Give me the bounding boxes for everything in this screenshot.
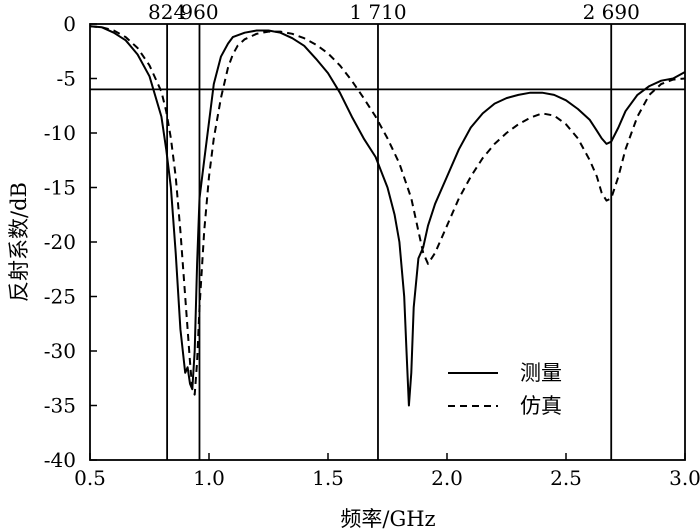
x-tick-label: 3.0 bbox=[669, 466, 700, 490]
y-axis-title: 反射系数/dB bbox=[7, 182, 31, 302]
x-tick-label: 2.0 bbox=[431, 466, 463, 490]
simulated-series-line bbox=[90, 25, 685, 396]
y-tick-label: -30 bbox=[44, 339, 76, 363]
y-axis: 0 -5 -10 -15 -20 -25 -30 -35 -40 bbox=[44, 12, 97, 472]
y-tick-label: -5 bbox=[57, 67, 76, 91]
legend-label-measured: 测量 bbox=[520, 361, 562, 385]
x-tick-label: 0.5 bbox=[74, 466, 106, 490]
band-edge-label: 1 710 bbox=[349, 0, 406, 24]
y-tick-label: -25 bbox=[44, 285, 76, 309]
legend: 测量 仿真 bbox=[448, 361, 562, 418]
x-axis: 0.5 1.0 1.5 2.0 2.5 3.0 bbox=[74, 453, 700, 490]
legend-label-simulated: 仿真 bbox=[520, 394, 562, 418]
y-tick-label: -10 bbox=[44, 121, 76, 145]
measured-series-line bbox=[90, 25, 685, 407]
y-tick-label: 0 bbox=[63, 12, 76, 36]
y-tick-label: -40 bbox=[44, 448, 76, 472]
x-axis-title: 频率/GHz bbox=[340, 507, 435, 531]
band-edge-label: 824 bbox=[148, 0, 186, 24]
y-tick-label: -35 bbox=[44, 394, 76, 418]
band-edge-label: 960 bbox=[180, 0, 218, 24]
x-tick-label: 1.0 bbox=[193, 466, 225, 490]
series-lines bbox=[90, 25, 685, 407]
band-edge-label: 2 690 bbox=[583, 0, 640, 24]
x-tick-label: 2.5 bbox=[550, 466, 582, 490]
x-tick-label: 1.5 bbox=[312, 466, 344, 490]
y-tick-label: -20 bbox=[44, 230, 76, 254]
plot-area bbox=[90, 24, 685, 460]
y-tick-label: -15 bbox=[44, 176, 76, 200]
reference-lines bbox=[90, 24, 685, 460]
